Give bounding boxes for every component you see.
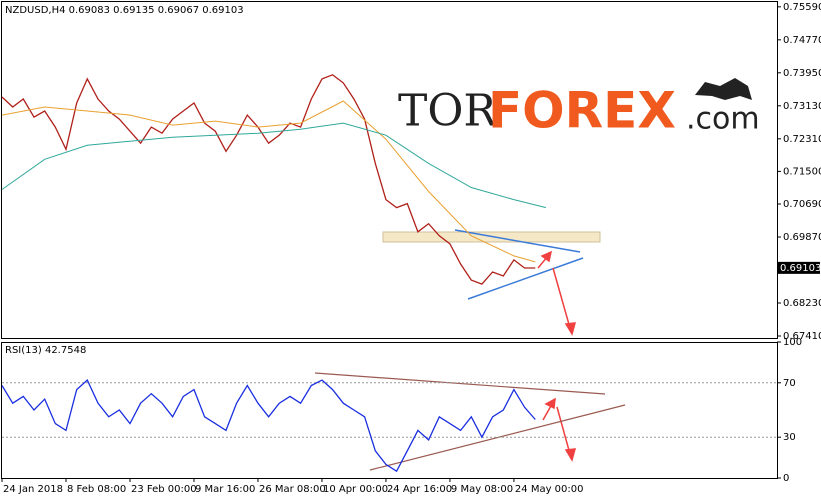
x-tick-label: 9 Mar 16:00: [195, 484, 255, 495]
price-panel: [1, 1, 778, 339]
watermark-tor: TOR: [398, 86, 498, 137]
x-tick-label: 23 Feb 00:00: [131, 484, 197, 495]
last-price-box: [777, 261, 820, 274]
y-tick-label: 0.72310: [783, 134, 821, 145]
arrow-head: [540, 250, 553, 263]
bull-icon: [695, 78, 752, 100]
watermark-forex: FOREX: [488, 82, 676, 140]
arrow: [552, 267, 571, 329]
rsi-title: RSI(13) 42.7548: [5, 345, 86, 356]
x-tick-label: 24 Apr 16:00: [387, 484, 452, 495]
x-tick-label: 24 Jan 2018: [3, 484, 63, 495]
arrows: [537, 250, 577, 462]
y-tick-label: 0: [783, 473, 789, 484]
x-tick-label: 26 Mar 08:00: [259, 484, 326, 495]
trend-line: [314, 372, 606, 395]
y-tick-label: 0.75590: [783, 2, 821, 13]
watermark: TOR FOREX .com: [398, 78, 760, 140]
y-tick-label: 0.67410: [783, 331, 821, 342]
chart-title: NZDUSD,H4 0.69083 0.69135 0.69067 0.6910…: [5, 5, 244, 16]
y-tick-label: 0.71500: [783, 166, 821, 177]
x-tick-label: 8 Feb 08:00: [67, 484, 126, 495]
series-line: [1, 100, 536, 263]
y-tick-label: 0.69870: [783, 232, 821, 243]
y-tick-label: 0.73130: [783, 101, 821, 112]
arrow-head: [564, 448, 577, 462]
series-line: [1, 379, 536, 473]
y-tick-label: 30: [783, 432, 796, 443]
last-price-label: 0.69103: [780, 263, 821, 274]
arrow: [556, 406, 571, 455]
y-tick-label: 100: [783, 337, 802, 348]
watermark-com: .com: [686, 102, 760, 137]
x-tick-label: 9 May 08:00: [451, 484, 513, 495]
arrow-head: [564, 322, 577, 336]
y-tick-label: 0.73950: [783, 68, 821, 79]
trend-line: [454, 229, 581, 253]
series-line: [1, 122, 547, 209]
x-tick-label: 10 Apr 00:00: [323, 484, 388, 495]
rsi-panel: [1, 342, 778, 479]
trend-line: [467, 257, 584, 300]
y-tick-label: 70: [783, 378, 796, 389]
y-tick-label: 0.74770: [783, 35, 821, 46]
trend-line: [369, 404, 626, 471]
y-tick-label: 0.68230: [783, 298, 821, 309]
x-tick-label: 24 May 00:00: [515, 484, 584, 495]
series-line: [1, 74, 536, 285]
arrow-head: [544, 397, 556, 410]
y-tick-label: 0.70690: [783, 199, 821, 210]
